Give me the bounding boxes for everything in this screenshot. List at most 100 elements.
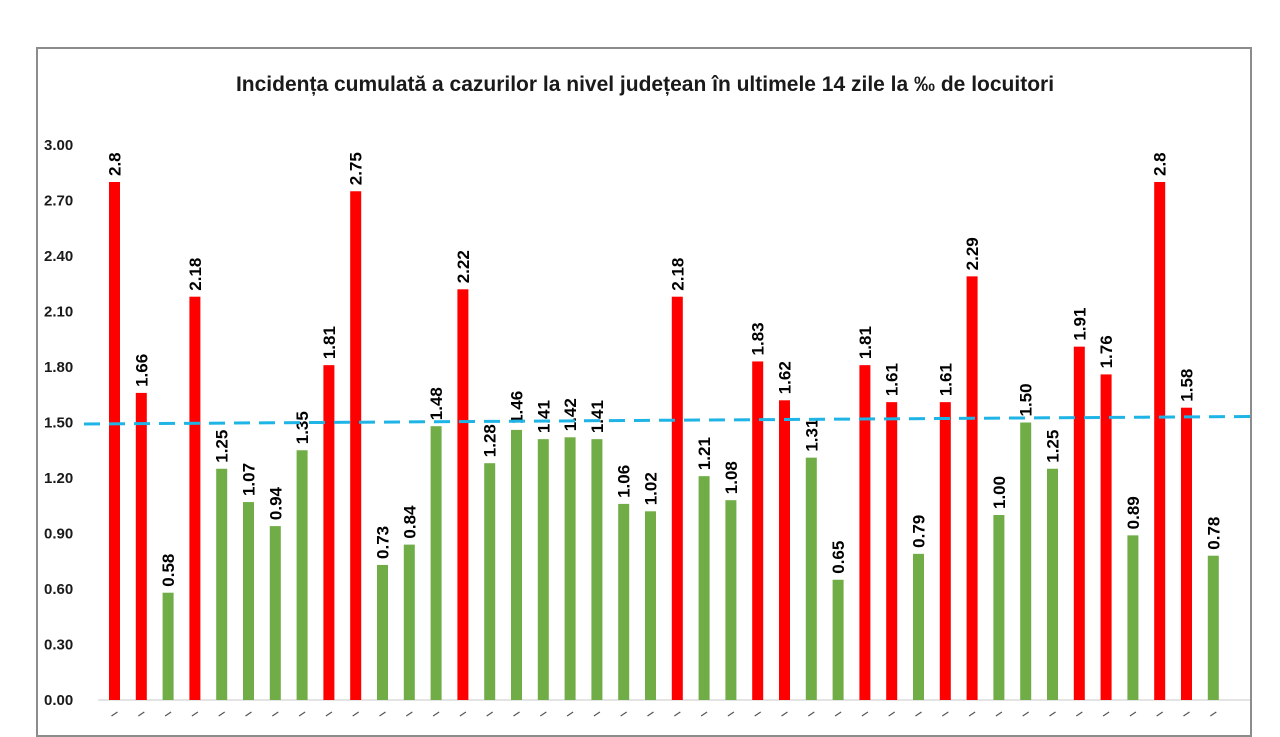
data-label: 2.22 xyxy=(454,250,473,283)
x-tick-mark xyxy=(1049,711,1056,717)
bar xyxy=(725,500,737,700)
y-tick-label: 1.50 xyxy=(44,415,73,432)
data-label: 1.81 xyxy=(856,326,875,359)
data-label: 2.8 xyxy=(106,152,125,176)
data-label: 1.07 xyxy=(240,463,259,496)
data-label: 1.66 xyxy=(132,354,151,387)
bar xyxy=(939,402,951,700)
x-tick-mark xyxy=(1022,711,1030,717)
x-tick-mark xyxy=(727,711,735,717)
x-tick-mark xyxy=(968,711,976,717)
bar xyxy=(913,553,924,700)
bar xyxy=(403,544,415,700)
x-tick-mark xyxy=(513,711,520,717)
data-label: 1.41 xyxy=(534,400,553,433)
data-label: 1.50 xyxy=(1017,383,1036,416)
x-tick-mark xyxy=(915,711,922,717)
x-tick-mark xyxy=(379,711,386,717)
data-label: 1.35 xyxy=(293,411,312,444)
bar xyxy=(1207,555,1219,700)
bar xyxy=(511,429,522,700)
bar xyxy=(645,511,656,700)
x-tick-mark xyxy=(754,711,762,717)
y-tick-label: 3.00 xyxy=(44,137,73,154)
bar xyxy=(377,564,388,700)
bar xyxy=(779,400,790,700)
threshold-line xyxy=(83,415,1253,426)
x-tick-mark xyxy=(700,711,708,717)
bar xyxy=(1047,468,1058,700)
data-label: 1.25 xyxy=(1044,430,1063,463)
bar xyxy=(671,296,683,700)
bar xyxy=(1100,374,1112,700)
bar xyxy=(537,439,549,700)
x-tick-mark xyxy=(888,711,896,717)
data-label: 1.61 xyxy=(883,363,902,396)
data-label: 0.58 xyxy=(159,554,178,587)
bar xyxy=(109,182,120,700)
bar xyxy=(886,402,898,700)
x-tick-mark xyxy=(432,711,440,717)
bar xyxy=(966,276,978,700)
x-tick-mark xyxy=(218,711,226,717)
y-tick-label: 1.20 xyxy=(44,470,73,487)
y-tick-label: 1.80 xyxy=(44,359,73,376)
data-label: 1.62 xyxy=(776,361,795,394)
bar xyxy=(269,526,281,700)
data-label: 0.65 xyxy=(829,541,848,574)
x-tick-mark xyxy=(137,711,145,717)
chart-title: Incidența cumulată a cazurilor la nivel … xyxy=(235,73,1055,96)
x-tick-mark xyxy=(1183,711,1190,717)
y-tick-label: 0.60 xyxy=(44,581,73,598)
bar xyxy=(859,365,871,700)
bar xyxy=(832,579,844,700)
x-tick-mark xyxy=(941,711,949,717)
data-label: 0.78 xyxy=(1204,517,1223,550)
bar xyxy=(993,515,1005,700)
y-tick-label: 0.30 xyxy=(44,637,73,654)
data-label: 0.89 xyxy=(1124,496,1143,529)
bar xyxy=(135,392,147,700)
x-tick-mark xyxy=(405,711,413,717)
x-tick-mark xyxy=(834,711,842,717)
bar xyxy=(1181,407,1192,700)
x-tick-mark xyxy=(647,711,654,717)
bar xyxy=(243,502,254,700)
bar xyxy=(189,296,201,700)
data-label: 1.83 xyxy=(749,322,768,355)
x-tick-mark xyxy=(566,711,574,717)
data-label: 1.25 xyxy=(213,430,232,463)
x-tick-mark xyxy=(111,711,118,717)
x-tick-mark xyxy=(352,711,360,717)
x-tick-mark xyxy=(298,711,306,717)
x-tick-mark xyxy=(164,711,172,717)
x-tick-mark xyxy=(807,711,815,717)
data-label: 0.94 xyxy=(266,486,285,520)
chart-frame: Incidența cumulată a cazurilor la nivel … xyxy=(36,47,1252,737)
data-label: 1.81 xyxy=(320,326,339,359)
bar xyxy=(1127,535,1139,700)
x-tick-mark xyxy=(191,711,199,717)
x-tick-mark xyxy=(781,711,788,717)
bar xyxy=(698,476,710,700)
data-label: 1.08 xyxy=(722,461,741,494)
data-label: 1.91 xyxy=(1070,308,1089,341)
data-label: 1.61 xyxy=(936,363,955,396)
x-tick-mark xyxy=(245,711,252,717)
bar xyxy=(564,437,576,700)
x-tick-mark xyxy=(325,711,333,717)
data-label: 1.06 xyxy=(615,465,634,498)
bar xyxy=(350,191,362,700)
data-label: 1.21 xyxy=(695,437,714,470)
bar xyxy=(1073,346,1085,700)
data-label: 1.00 xyxy=(990,476,1009,509)
bar xyxy=(323,365,335,700)
data-label: 2.8 xyxy=(1151,152,1170,176)
x-tick-mark xyxy=(673,711,681,717)
data-label: 1.58 xyxy=(1178,369,1197,402)
bar xyxy=(1154,182,1166,700)
bar xyxy=(296,450,308,700)
data-label: 1.76 xyxy=(1097,335,1116,368)
x-tick-mark xyxy=(459,711,467,717)
bar xyxy=(1020,422,1032,700)
